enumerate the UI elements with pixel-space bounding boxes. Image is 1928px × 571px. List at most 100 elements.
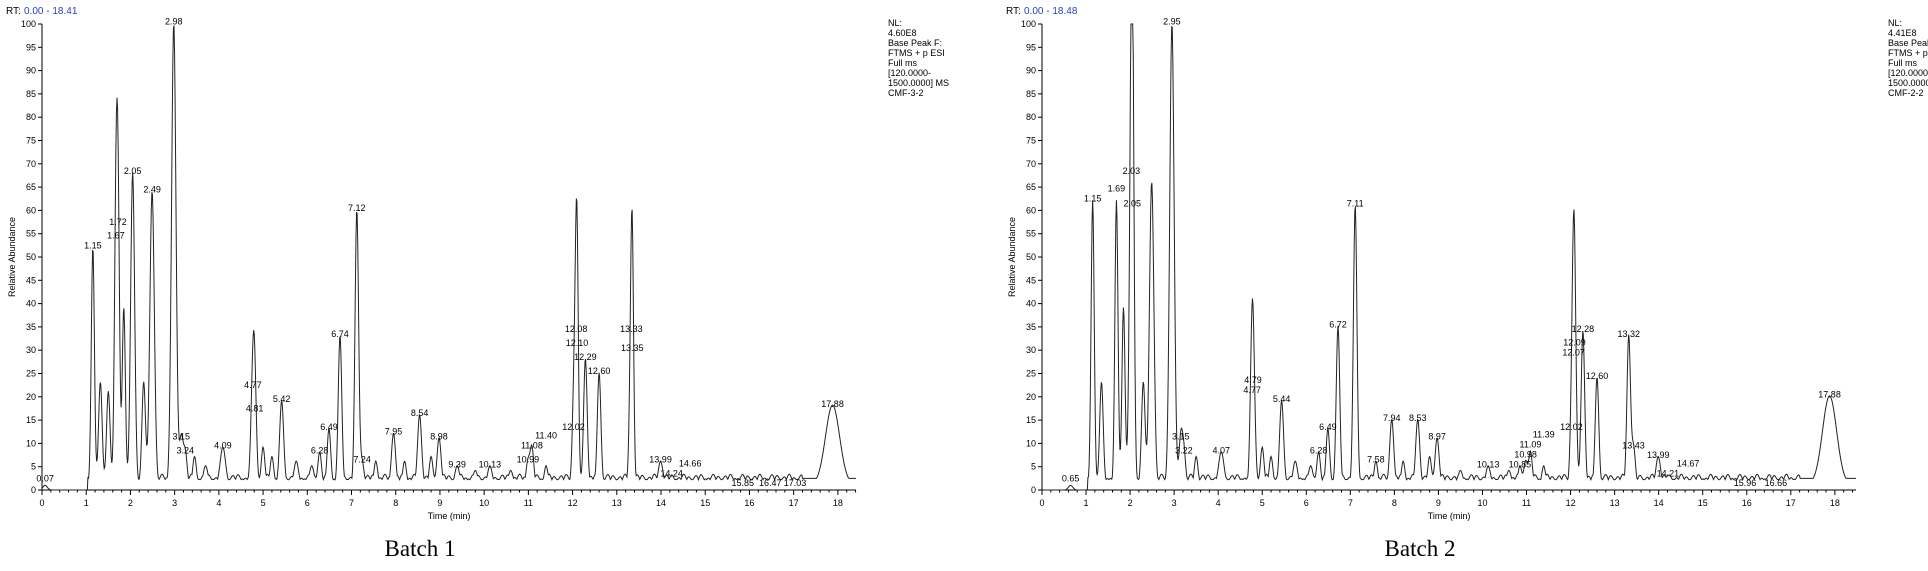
- y-tick-label: 20: [1026, 392, 1036, 402]
- y-tick-label: 85: [1026, 89, 1036, 99]
- info-line: NL:: [1888, 18, 1902, 28]
- peak-label: 1.15: [1084, 194, 1102, 204]
- peak-label: 13.32: [1617, 329, 1640, 339]
- peak-label: 13.33: [620, 324, 643, 334]
- x-tick-label: 5: [1260, 498, 1265, 508]
- y-tick-label: 80: [26, 112, 36, 122]
- peak-label: 12.02: [562, 422, 585, 432]
- x-tick-label: 10: [1477, 498, 1487, 508]
- peak-label: 12.60: [1586, 371, 1609, 381]
- peak-label: 13.99: [1647, 450, 1670, 460]
- plot-area: 0510152025303540455055606570758085909510…: [1007, 17, 1928, 521]
- y-tick-label: 45: [26, 275, 36, 285]
- x-tick-label: 17: [1786, 498, 1796, 508]
- peak-label: 10.13: [479, 459, 502, 469]
- x-tick-label: 8: [1392, 498, 1397, 508]
- peak-label: 12.29: [574, 352, 597, 362]
- peak-label: 1.15: [84, 240, 102, 250]
- peak-label: 15.96: [1734, 478, 1757, 488]
- peak-label: 16.66: [1765, 478, 1788, 488]
- rt-range: 0.00 - 18.41: [24, 6, 78, 17]
- x-tick-label: 6: [305, 498, 310, 508]
- chart-caption: Batch 1: [384, 536, 456, 561]
- peak-label: 2.03: [1123, 166, 1141, 176]
- x-tick-label: 13: [612, 498, 622, 508]
- y-tick-label: 60: [26, 205, 36, 215]
- peak-label: 4.09: [214, 441, 232, 451]
- chromatogram-trace: [1042, 23, 1856, 491]
- y-tick-label: 70: [26, 159, 36, 169]
- y-axis-title: Relative Abundance: [7, 217, 17, 297]
- x-tick-label: 8: [393, 498, 398, 508]
- x-tick-label: 14: [656, 498, 666, 508]
- x-axis-title: Time (min): [1428, 511, 1471, 521]
- x-tick-label: 18: [833, 498, 843, 508]
- info-line: 4.41E8: [1888, 28, 1917, 38]
- peak-label: 17.88: [1818, 389, 1841, 399]
- y-tick-label: 0: [1031, 485, 1036, 495]
- y-tick-label: 0: [31, 485, 36, 495]
- peak-label: 7.94: [1383, 413, 1401, 423]
- peak-label: 6.74: [331, 329, 349, 339]
- peak-label: 12.28: [1572, 324, 1595, 334]
- peak-label: 14.67: [1677, 459, 1700, 469]
- peak-label: 8.98: [430, 431, 448, 441]
- y-tick-label: 80: [1026, 112, 1036, 122]
- y-tick-label: 75: [1026, 136, 1036, 146]
- peak-label: 3.15: [1172, 431, 1190, 441]
- chromatogram-chart: RT: 0.00 - 18.48 05101520253035404550556…: [1006, 6, 1928, 521]
- y-axis-title: Relative Abundance: [1007, 217, 1017, 297]
- peak-label: 2.05: [124, 166, 142, 176]
- peak-label: 7.95: [385, 427, 403, 437]
- peak-label: 7.11: [1347, 198, 1364, 208]
- peak-label: 5.44: [1273, 394, 1291, 404]
- chromatogram-trace: [41, 25, 856, 491]
- peak-label: 4.77: [244, 380, 262, 390]
- peak-label: 8.53: [1409, 413, 1427, 423]
- peak-label: 12.02: [1560, 422, 1583, 432]
- chromatogram-panel-batch-2: RT: 0.00 - 18.48 0 5 10 15 20 25 30 35 40 45 50 55 6…: [1000, 0, 1928, 571]
- peak-label: 12.10: [566, 338, 589, 348]
- info-line: [120.0000-: [888, 68, 931, 78]
- y-tick-label: 75: [26, 136, 36, 146]
- x-tick-label: 6: [1304, 498, 1309, 508]
- x-tick-label: 9: [437, 498, 442, 508]
- peak-label: 2.49: [143, 184, 161, 194]
- y-tick-label: 10: [1026, 438, 1036, 448]
- peak-label: 8.97: [1428, 431, 1446, 441]
- peak-label: 2.05: [1124, 198, 1142, 208]
- x-tick-label: 15: [1698, 498, 1708, 508]
- x-tick-label: 11: [1522, 498, 1531, 508]
- x-axis-title: Time (min): [428, 511, 471, 521]
- rt-prefix: RT:: [6, 6, 21, 17]
- y-tick-label: 50: [1026, 252, 1036, 262]
- y-tick-label: 65: [26, 182, 36, 192]
- y-tick-label: 100: [21, 19, 36, 29]
- x-tick-label: 1: [1084, 498, 1089, 508]
- peak-label: 11.09: [1520, 439, 1542, 449]
- y-tick-label: 40: [1026, 299, 1036, 309]
- peak-label: 6.49: [1319, 422, 1337, 432]
- peak-label: 14.24: [660, 469, 683, 479]
- peak-label: 13.99: [649, 455, 672, 465]
- info-line: FTMS + p ESI: [888, 48, 945, 58]
- peak-label: 10.99: [517, 455, 540, 465]
- peak-label: 7.12: [348, 203, 366, 213]
- x-tick-label: 7: [1348, 498, 1353, 508]
- y-tick-label: 35: [1026, 322, 1036, 332]
- x-tick-label: 4: [1216, 498, 1221, 508]
- x-tick-label: 15: [700, 498, 710, 508]
- y-tick-label: 50: [26, 252, 36, 262]
- y-tick-label: 100: [1021, 19, 1036, 29]
- peak-label: 6.49: [320, 422, 338, 432]
- y-tick-label: 55: [26, 229, 36, 239]
- y-tick-label: 95: [1026, 42, 1036, 52]
- peak-label: 5.42: [273, 394, 291, 404]
- y-tick-label: 20: [26, 392, 36, 402]
- x-tick-label: 18: [1830, 498, 1840, 508]
- y-tick-label: 30: [26, 345, 36, 355]
- y-tick-label: 45: [1026, 275, 1036, 285]
- peak-label: 4.77: [1243, 385, 1261, 395]
- peak-label: 13.43: [1622, 441, 1645, 451]
- x-tick-label: 12: [568, 498, 578, 508]
